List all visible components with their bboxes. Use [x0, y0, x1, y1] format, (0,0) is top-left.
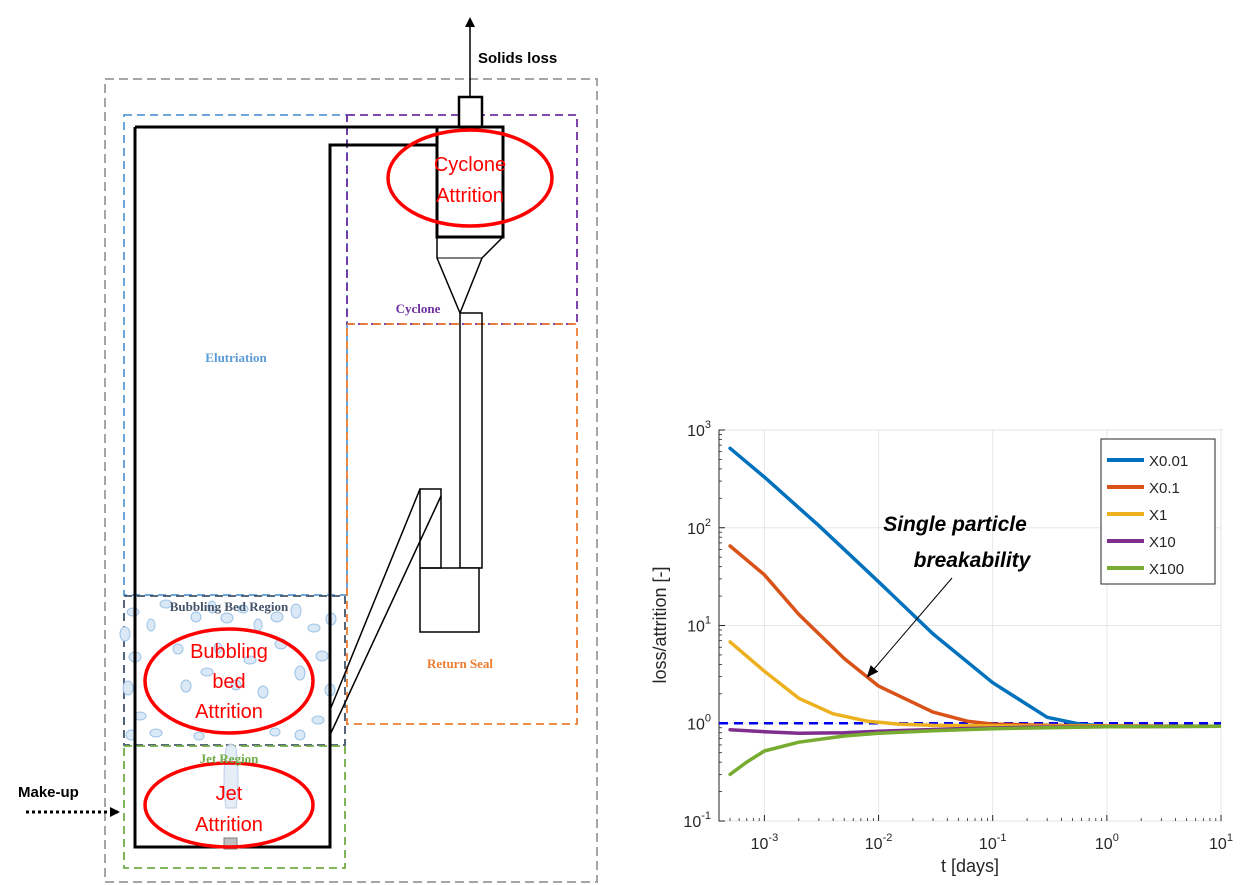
cyclone-attrition-ellipse — [386, 128, 554, 228]
x-tick-label: 101 — [1209, 832, 1233, 853]
breakability-annotation-line2: breakability — [914, 549, 1032, 572]
jet-attrition-ellipse — [143, 761, 315, 849]
y-axis-label: loss/attrition [-] — [650, 566, 670, 683]
series-layer — [728, 446, 1221, 777]
y-tick-label: 103 — [687, 419, 711, 440]
breakability-arrow — [866, 577, 953, 678]
cyclone-region-label: Cyclone — [396, 301, 441, 316]
elutriation-label: Elutriation — [205, 350, 267, 365]
attrition-chart: 10-3 10-2 10-1 100 101 10-1 100 101 102 103 t [d… — [650, 419, 1233, 876]
breakability-annotation-line1: Single particle — [883, 513, 1027, 536]
seal-pot — [419, 567, 480, 633]
bubbling-bed-region-box — [123, 595, 346, 746]
y-tick-label: 102 — [687, 517, 711, 538]
standpipe — [459, 312, 483, 569]
bubbling-attrition-label-3: Attrition — [195, 701, 263, 723]
reactor-schematic: Cyclone Attrition Bubbling bed Attrition… — [18, 17, 598, 883]
legend-label: X0.1 — [1149, 480, 1180, 497]
legend-items: X0.01 X0.1 X1 X10 X100 — [1107, 453, 1188, 578]
x-tick-label: 10-2 — [865, 832, 893, 853]
seal-riser — [419, 488, 442, 569]
legend-label: X10 — [1149, 534, 1176, 551]
cyclone-attrition-label: Cyclone — [434, 154, 506, 176]
cyclone-attrition-label-2: Attrition — [436, 185, 504, 207]
return-seal-region-box — [346, 323, 578, 725]
x-tick-label: 10-1 — [979, 832, 1007, 853]
jet-plume — [223, 743, 239, 809]
cyclone-region-box — [346, 114, 578, 325]
legend-label: X1 — [1149, 507, 1167, 524]
y-tick-labels: 10-1 100 101 102 103 — [683, 419, 711, 831]
jet-attrition-label-2: Attrition — [195, 814, 263, 836]
riser-wall — [133, 125, 437, 849]
cyclone-cone — [436, 236, 505, 315]
jet-attrition-label: Jet — [216, 783, 243, 805]
bubbling-attrition-label: Bubbling — [190, 641, 268, 663]
y-tick-label: 101 — [687, 615, 711, 636]
bubbling-bed-region-label: Bubbling Bed Region — [170, 599, 289, 614]
x-tick-labels: 10-3 10-2 10-1 100 101 — [751, 832, 1233, 853]
x-tick-label: 10-3 — [751, 832, 779, 853]
y-tick-label: 100 — [687, 712, 711, 733]
legend: X0.01 X0.1 X1 X10 X100 — [1100, 438, 1216, 585]
legend-box — [1100, 438, 1216, 585]
jet-region-label: Jet Region — [200, 751, 260, 766]
cyclone-outlet-pipe — [457, 95, 484, 129]
series-line-x100 — [728, 724, 1221, 777]
axis-ticks — [718, 429, 1222, 822]
legend-label: X0.01 — [1149, 453, 1188, 470]
outer-boundary — [104, 78, 598, 883]
make-up-label: Make-up — [18, 784, 79, 801]
return-seal-label: Return Seal — [427, 656, 493, 671]
jet-nozzle — [223, 837, 238, 850]
x-axis-label: t [days] — [941, 856, 999, 876]
return-leg-upper — [329, 488, 421, 711]
y-tick-label: 10-1 — [683, 810, 711, 831]
legend-label: X100 — [1149, 561, 1184, 578]
bubbling-attrition-ellipse — [143, 627, 315, 735]
solids-loss-label: Solids loss — [478, 50, 557, 67]
cyclone-barrel — [435, 125, 505, 239]
x-tick-label: 100 — [1095, 832, 1119, 853]
return-leg-lower — [329, 495, 442, 736]
bubbling-attrition-label-2: bed — [212, 671, 245, 693]
